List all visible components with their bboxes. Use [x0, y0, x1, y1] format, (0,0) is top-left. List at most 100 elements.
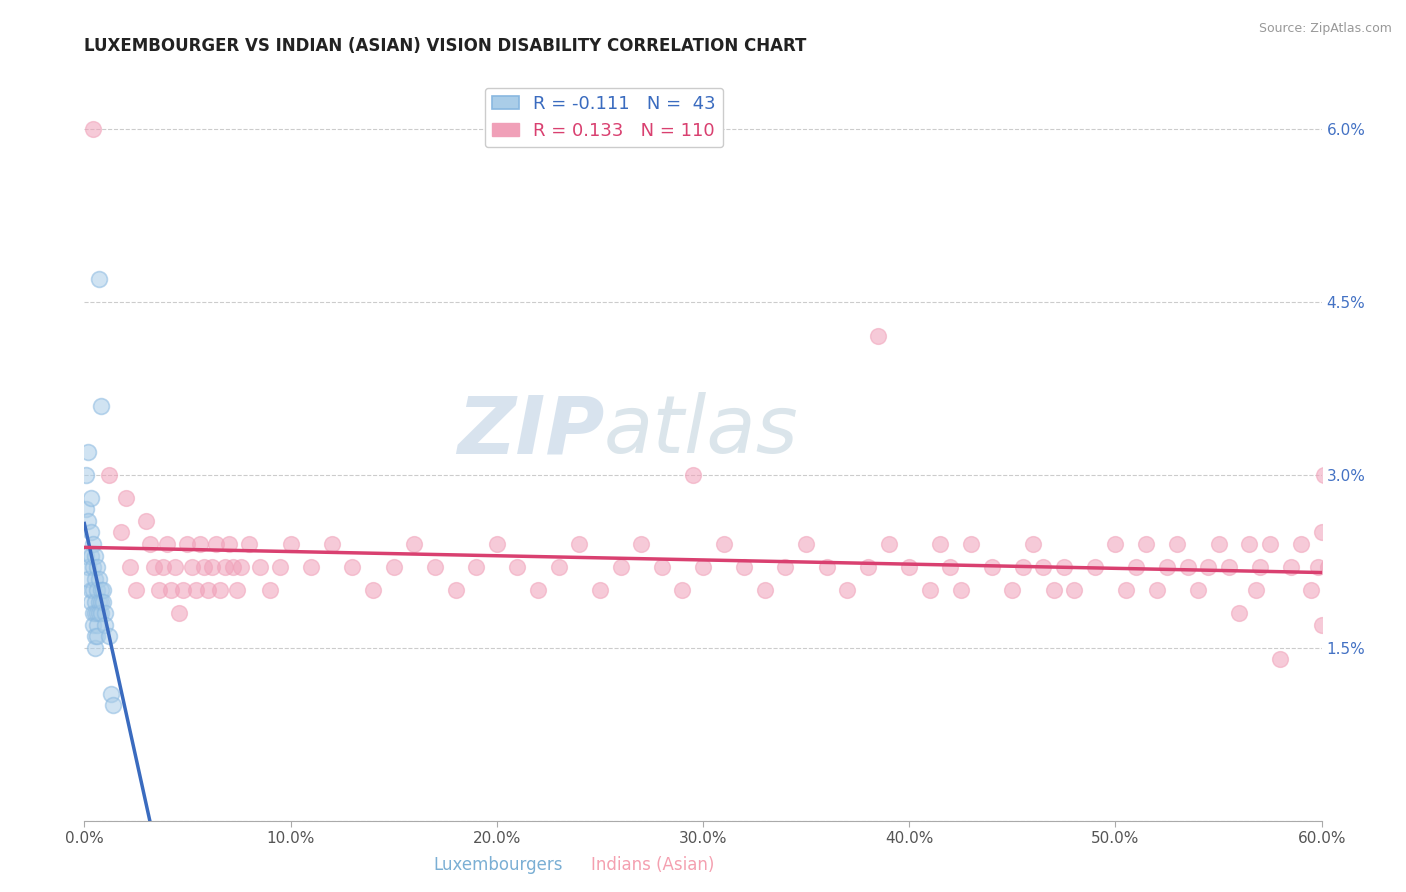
Point — [692, 560, 714, 574]
Point — [103, 698, 125, 713]
Point — [91, 583, 114, 598]
Point — [160, 583, 183, 598]
Legend: R = -0.111   N =  43, R = 0.133   N = 110: R = -0.111 N = 43, R = 0.133 N = 110 — [485, 88, 723, 147]
Point — [1279, 560, 1302, 574]
Point — [269, 560, 291, 574]
Point — [238, 537, 260, 551]
Point — [75, 502, 97, 516]
Point — [444, 583, 467, 598]
Point — [229, 560, 252, 574]
Point — [152, 560, 174, 574]
Point — [139, 537, 162, 551]
Point — [77, 560, 100, 574]
Point — [87, 594, 110, 608]
Point — [1312, 467, 1334, 482]
Point — [75, 549, 97, 563]
Point — [86, 617, 108, 632]
Point — [299, 560, 322, 574]
Point — [110, 525, 132, 540]
Point — [82, 583, 104, 598]
Point — [184, 583, 207, 598]
Point — [209, 583, 232, 598]
Point — [547, 560, 569, 574]
Point — [94, 606, 117, 620]
Point — [682, 467, 704, 482]
Point — [87, 606, 110, 620]
Point — [1032, 560, 1054, 574]
Point — [794, 537, 817, 551]
Point — [218, 537, 240, 551]
Point — [630, 537, 652, 551]
Point — [877, 537, 900, 551]
Point — [733, 560, 755, 574]
Point — [1324, 549, 1347, 563]
Point — [135, 514, 157, 528]
Point — [259, 583, 281, 598]
Point — [172, 583, 194, 598]
Point — [1022, 537, 1045, 551]
Point — [939, 560, 962, 574]
Point — [1063, 583, 1085, 598]
Point — [86, 560, 108, 574]
Point — [485, 537, 508, 551]
Point — [77, 514, 100, 528]
Point — [960, 537, 983, 551]
Point — [148, 583, 170, 598]
Point — [1258, 537, 1281, 551]
Point — [87, 272, 110, 286]
Point — [83, 572, 105, 586]
Point — [1053, 560, 1076, 574]
Point — [79, 583, 101, 598]
Point — [423, 560, 446, 574]
Point — [898, 560, 921, 574]
Point — [929, 537, 952, 551]
Point — [82, 617, 104, 632]
Point — [249, 560, 271, 574]
Point — [1323, 572, 1346, 586]
Point — [83, 594, 105, 608]
Point — [118, 560, 141, 574]
Point — [86, 629, 108, 643]
Point — [280, 537, 302, 551]
Point — [98, 629, 121, 643]
Point — [918, 583, 941, 598]
Point — [1115, 583, 1137, 598]
Point — [77, 572, 100, 586]
Point — [1270, 652, 1292, 666]
Point — [1187, 583, 1209, 598]
Point — [949, 583, 972, 598]
Point — [321, 537, 343, 551]
Point — [713, 537, 735, 551]
Point — [214, 560, 236, 574]
Point — [201, 560, 224, 574]
Point — [79, 594, 101, 608]
Point — [1310, 617, 1333, 632]
Point — [980, 560, 1002, 574]
Point — [1177, 560, 1199, 574]
Point — [83, 549, 105, 563]
Point — [1197, 560, 1219, 574]
Point — [1239, 537, 1261, 551]
Text: atlas: atlas — [605, 392, 799, 470]
Point — [188, 537, 211, 551]
Point — [1011, 560, 1033, 574]
Point — [1244, 583, 1267, 598]
Point — [1104, 537, 1126, 551]
Point — [82, 560, 104, 574]
Point — [90, 399, 112, 413]
Point — [82, 606, 104, 620]
Text: Source: ZipAtlas.com: Source: ZipAtlas.com — [1258, 22, 1392, 36]
Point — [77, 444, 100, 458]
Point — [651, 560, 673, 574]
Point — [1146, 583, 1168, 598]
Point — [79, 491, 101, 505]
Point — [361, 583, 384, 598]
Point — [100, 687, 122, 701]
Point — [506, 560, 529, 574]
Point — [1156, 560, 1178, 574]
Point — [82, 537, 104, 551]
Point — [1306, 560, 1329, 574]
Point — [82, 122, 104, 136]
Point — [90, 583, 112, 598]
Point — [193, 560, 215, 574]
